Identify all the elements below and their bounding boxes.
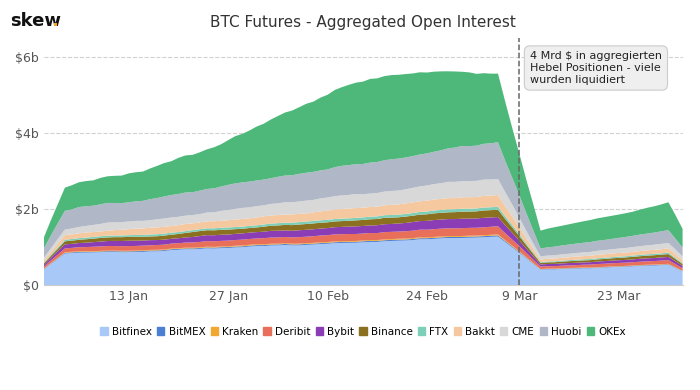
Legend: Bitfinex, BitMEX, Kraken, Deribit, Bybit, Binance, FTX, Bakkt, CME, Huobi, OKEx: Bitfinex, BitMEX, Kraken, Deribit, Bybit… [97, 323, 630, 341]
Text: .: . [51, 12, 58, 30]
Text: skew: skew [10, 12, 62, 30]
Text: 4 Mrd $ in aggregierten
Hebel Positionen - viele
wurden liquidiert: 4 Mrd $ in aggregierten Hebel Positionen… [530, 51, 662, 85]
Title: BTC Futures - Aggregated Open Interest: BTC Futures - Aggregated Open Interest [210, 15, 516, 30]
